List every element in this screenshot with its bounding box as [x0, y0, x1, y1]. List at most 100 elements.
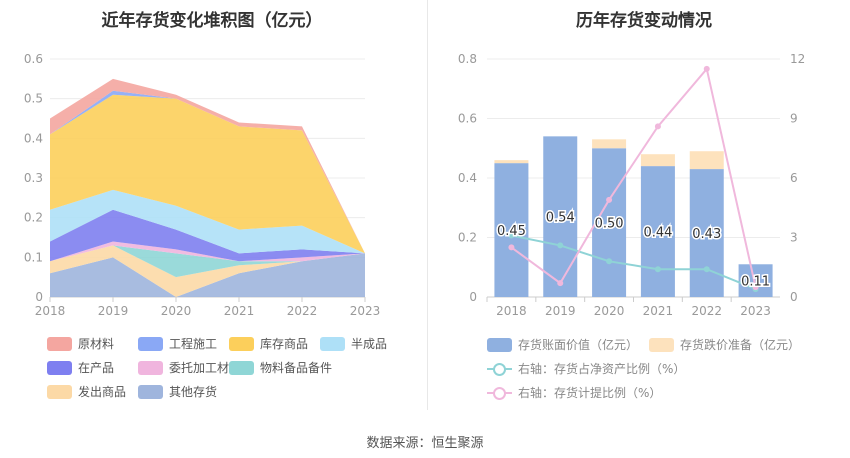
- legend-item[interactable]: 原材料: [47, 335, 114, 352]
- y-tick-label: 0.8: [458, 52, 477, 66]
- legend-item[interactable]: 右轴：存货占净资产比例（%）: [487, 360, 685, 377]
- bar-impairment: [640, 154, 675, 167]
- y2-tick-label: 12: [790, 52, 805, 66]
- x-tick-label: 2023: [350, 304, 381, 318]
- legend-item[interactable]: 工程施工: [138, 335, 217, 352]
- x-tick-label: 2019: [545, 304, 576, 318]
- y-tick-label: 0.4: [458, 171, 477, 185]
- line-point: [557, 242, 564, 249]
- y-tick-label: 0.5: [24, 92, 43, 106]
- line-series: [510, 66, 757, 288]
- bar-impairment: [592, 139, 627, 149]
- bar-carrying-value: [640, 166, 675, 297]
- x-tick-label: 2021: [224, 304, 255, 318]
- y2-tick-label: 3: [790, 231, 798, 245]
- line-point: [508, 244, 515, 251]
- bar-value-label: 0.11: [741, 275, 770, 290]
- legend-item[interactable]: 物料备品备件: [229, 359, 332, 376]
- legend-label: 原材料: [78, 337, 115, 351]
- legend-label: 发出商品: [78, 385, 127, 399]
- legend-item[interactable]: 存货跌价准备（亿元）: [649, 336, 800, 353]
- bar-carrying-value: [543, 136, 578, 297]
- y2-tick-label: 0: [790, 290, 798, 304]
- legend-swatch: [487, 362, 512, 376]
- bar-value-label: 0.44: [643, 226, 672, 241]
- bar-value-label: 0.54: [546, 211, 575, 226]
- bar-impairment: [689, 151, 724, 170]
- legend-label: 存货跌价准备（亿元）: [680, 338, 801, 352]
- x-tick-label: 2018: [35, 304, 66, 318]
- y2-tick-label: 9: [790, 112, 798, 126]
- legend-swatch: [47, 336, 72, 351]
- x-tick-label: 2022: [287, 304, 318, 318]
- legend-swatch: [229, 360, 254, 375]
- legend-item[interactable]: 半成品: [320, 335, 387, 352]
- y-tick-label: 0.4: [24, 131, 43, 145]
- x-tick-label: 2020: [594, 304, 625, 318]
- legend-item[interactable]: 发出商品: [47, 383, 126, 400]
- legend-swatch: [47, 360, 72, 375]
- line-point: [606, 196, 613, 203]
- line-point: [654, 266, 661, 273]
- line-point: [752, 284, 759, 291]
- right-legend: 存货账面价值（亿元） 存货跌价准备（亿元） 右轴：存货占净资产比例（%） 右轴：存货计…: [427, 0, 850, 430]
- legend-swatch: [138, 360, 163, 375]
- legend-item[interactable]: 存货账面价值（亿元）: [487, 336, 638, 353]
- x-tick-label: 2019: [98, 304, 129, 318]
- bar-carrying-value: [689, 169, 724, 297]
- legend-swatch: [229, 336, 254, 351]
- source-note: 数据来源：恒生聚源: [366, 436, 484, 451]
- x-tick-label: 2021: [643, 304, 674, 318]
- y-tick-label: 0: [35, 290, 43, 304]
- x-tick-label: 2022: [691, 304, 722, 318]
- y-tick-label: 0.2: [24, 211, 43, 225]
- legend-label: 右轴：存货占净资产比例（%）: [518, 362, 686, 376]
- legend-swatch: [649, 337, 674, 352]
- y-tick-label: 0.6: [24, 52, 43, 66]
- area-库存商品: [50, 94, 365, 254]
- x-tick-label: 2018: [496, 304, 527, 318]
- legend-item[interactable]: 右轴：存货计提比例（%）: [487, 384, 661, 401]
- bar-value-label: 0.43: [692, 227, 721, 242]
- legend-label: 其他存货: [169, 385, 218, 399]
- legend-item[interactable]: 其他存货: [138, 383, 217, 400]
- bar-carrying-value: [494, 163, 529, 297]
- x-tick-label: 2020: [161, 304, 192, 318]
- legend-label: 半成品: [351, 337, 388, 351]
- legend-swatch: [320, 336, 345, 351]
- area-在产品: [50, 209, 365, 262]
- y-tick-label: 0.2: [458, 231, 477, 245]
- legend-label: 委托加工材料: [169, 361, 242, 375]
- y-tick-label: 0.3: [24, 171, 43, 185]
- area-物料备品备件: [50, 245, 365, 278]
- area-委托加工材料: [50, 241, 365, 262]
- stacked-area-chart: 0 0.1 0.2 0.3 0.4 0.5 0.6 2018 2019 2020 2021 2022 2…: [24, 52, 381, 318]
- y-tick-label: 0.1: [24, 250, 43, 264]
- panel-divider: [427, 0, 428, 410]
- y-tick-label: 0: [469, 290, 477, 304]
- line-point: [703, 266, 710, 273]
- bar-line-chart: 0 0.2 0.4 0.6 0.8 0 3 6 9 12 2018 2019 2020 2021 2022 2…: [458, 52, 805, 318]
- legend-swatch: [47, 384, 72, 399]
- line-point: [703, 65, 710, 72]
- x-tick-label: 2023: [740, 304, 771, 318]
- bar-carrying-value: [592, 148, 627, 297]
- legend-swatch: [138, 384, 163, 399]
- line-point: [654, 123, 661, 130]
- legend-item[interactable]: 在产品: [47, 359, 114, 376]
- line-point: [606, 258, 613, 265]
- bar-value-label: 0.45: [497, 224, 526, 239]
- bar-impairment: [494, 160, 529, 164]
- legend-item[interactable]: 委托加工材料: [138, 359, 241, 376]
- legend-label: 物料备品备件: [260, 361, 333, 375]
- legend-swatch: [487, 337, 512, 352]
- legend-label: 存货账面价值（亿元）: [518, 338, 639, 352]
- right-chart-title: 历年存货变动情况: [576, 11, 712, 31]
- legend-item[interactable]: 库存商品: [229, 335, 308, 352]
- legend-label: 库存商品: [260, 337, 309, 351]
- legend-swatch: [487, 386, 512, 400]
- y-tick-label: 0.6: [458, 112, 477, 126]
- line-series: [511, 234, 756, 290]
- bar-value-label: 0.50: [595, 217, 624, 232]
- legend-label: 在产品: [78, 361, 115, 375]
